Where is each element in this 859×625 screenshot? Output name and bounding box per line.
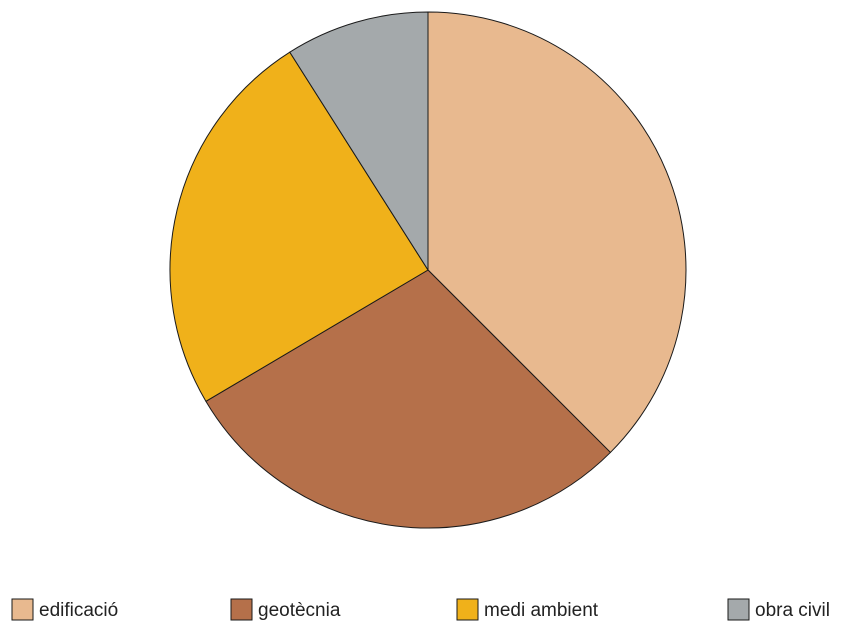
legend-item-edificacio: edificació — [11, 598, 118, 621]
legend-label-obra-civil: obra civil — [755, 600, 830, 621]
pie-slice-obra-civil — [289, 11, 429, 271]
pie-slice-edificacio — [427, 11, 687, 453]
pie-slices — [169, 11, 687, 529]
legend-item-obra-civil: obra civil — [727, 598, 830, 621]
legend: edificació geotècnia medi ambient obra c… — [11, 598, 830, 621]
pie-slice-geotecnia — [205, 269, 611, 529]
legend-label-geotecnia: geotècnia — [258, 600, 341, 621]
legend-item-medi-ambient: medi ambient — [456, 598, 599, 621]
legend-item-geotecnia: geotècnia — [230, 598, 341, 621]
legend-swatch-obra-civil — [727, 598, 750, 621]
legend-label-edificacio: edificació — [39, 600, 118, 621]
legend-swatch-geotecnia — [230, 598, 253, 621]
pie-slice-medi-ambient — [169, 51, 429, 402]
legend-label-medi-ambient: medi ambient — [484, 600, 599, 621]
legend-swatch-medi-ambient — [456, 598, 479, 621]
legend-swatch-edificacio — [11, 598, 34, 621]
